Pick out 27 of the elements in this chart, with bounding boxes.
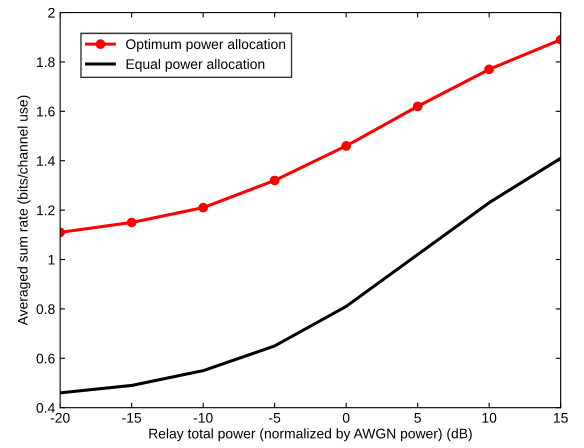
legend-label: Equal power allocation bbox=[126, 58, 264, 72]
point bbox=[484, 64, 494, 74]
point bbox=[270, 176, 280, 186]
y-tick-label: 1.4 bbox=[37, 156, 55, 166]
y-tick-label: 1.6 bbox=[37, 106, 55, 116]
point bbox=[126, 218, 137, 228]
y-tick-label: 1 bbox=[48, 254, 55, 265]
x-tick-label: -5 bbox=[269, 413, 280, 423]
y-tick-label: 2 bbox=[48, 8, 55, 18]
y-tick-label: 1.2 bbox=[37, 205, 55, 216]
legend-label: Optimum power allocation bbox=[126, 38, 286, 52]
y-axis-title: Averaged sum rate (bits/channel use) bbox=[17, 96, 30, 326]
x-axis-title: Relay total power (normalized by AWGN power) (dB) bbox=[149, 428, 472, 442]
y-tick-label: 1.8 bbox=[37, 57, 55, 68]
x-tick-label: 15 bbox=[554, 413, 568, 423]
y-tick-label: 0.6 bbox=[36, 354, 55, 364]
x-tick-label: 5 bbox=[414, 413, 421, 423]
x-tick-label: -20 bbox=[50, 412, 70, 423]
x-tick-label: 0 bbox=[342, 412, 350, 423]
point bbox=[412, 102, 423, 112]
point bbox=[198, 202, 208, 213]
x-tick-label: -10 bbox=[194, 412, 213, 423]
y-tick-label: 0.4 bbox=[36, 403, 55, 413]
x-tick-label: -15 bbox=[122, 413, 142, 423]
x-tick-label: 10 bbox=[482, 412, 496, 423]
y-tick-label: 0.8 bbox=[36, 304, 55, 314]
point bbox=[341, 141, 352, 151]
